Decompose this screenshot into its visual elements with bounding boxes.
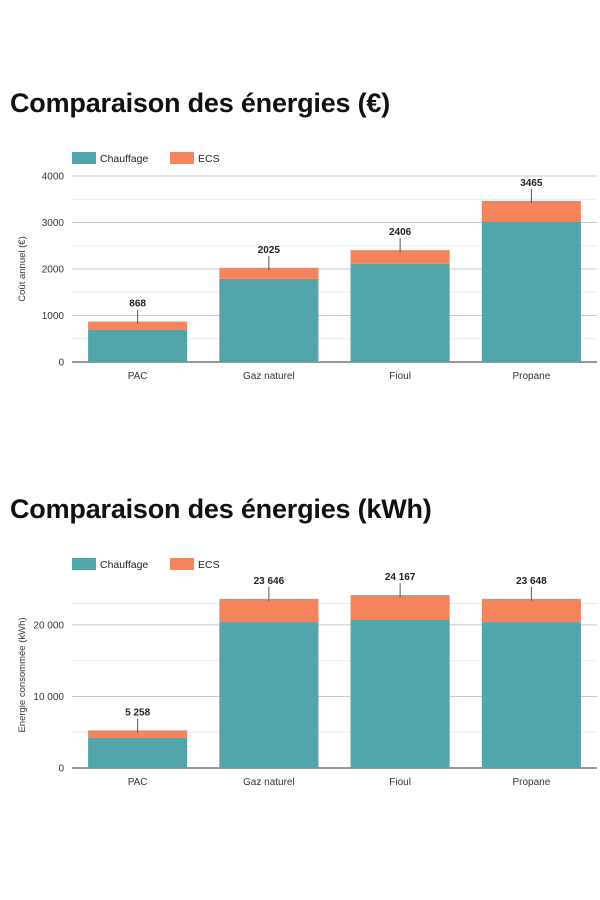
x-tick-label: Gaz naturel bbox=[243, 371, 295, 382]
y-tick-label: 20 000 bbox=[33, 620, 64, 631]
bar-chauffage bbox=[88, 738, 187, 768]
x-tick-label: Fioul bbox=[389, 371, 411, 382]
y-axis-title: Coût annuel (€) bbox=[17, 236, 28, 301]
total-label: 868 bbox=[129, 299, 146, 310]
y-tick-label: 1000 bbox=[42, 311, 65, 322]
total-label: 2025 bbox=[258, 245, 281, 256]
y-tick-label: 4000 bbox=[42, 172, 65, 183]
bar-chauffage bbox=[482, 222, 581, 362]
chart-title-energy: Comparaison des énergies (kWh) bbox=[10, 494, 432, 525]
x-tick-label: Fioul bbox=[389, 777, 411, 788]
y-tick-label: 0 bbox=[58, 764, 64, 775]
legend-item: ECS bbox=[170, 558, 220, 571]
legend-item: Chauffage bbox=[72, 558, 148, 571]
legend: Chauffage ECS bbox=[72, 558, 220, 571]
legend-swatch bbox=[72, 558, 96, 570]
bar-chauffage bbox=[219, 279, 318, 362]
bar-chauffage bbox=[219, 622, 318, 768]
y-tick-label: 0 bbox=[58, 358, 64, 369]
x-tick-label: PAC bbox=[128, 371, 148, 382]
legend-label: Chauffage bbox=[100, 153, 148, 165]
x-tick-label: Propane bbox=[512, 371, 550, 382]
total-label: 24 167 bbox=[385, 572, 416, 583]
bar-ecs bbox=[351, 250, 450, 264]
legend-label: ECS bbox=[198, 153, 220, 165]
total-label: 3465 bbox=[520, 178, 543, 189]
y-axis-title: Energie consommée (kWh) bbox=[17, 617, 28, 732]
legend-label: ECS bbox=[198, 559, 220, 571]
x-tick-label: Propane bbox=[512, 777, 550, 788]
legend: Chauffage ECS bbox=[72, 152, 220, 165]
y-tick-label: 3000 bbox=[42, 218, 65, 229]
bar-ecs bbox=[351, 595, 450, 619]
total-label: 2406 bbox=[389, 227, 412, 238]
energy-chart: Chauffage ECS 0 10 000 20 000 Energie consomm… bbox=[0, 546, 600, 806]
legend-item: ECS bbox=[170, 152, 220, 165]
chart-title-cost: Comparaison des énergies (€) bbox=[10, 88, 390, 119]
total-label: 23 648 bbox=[516, 576, 547, 587]
bar-ecs bbox=[482, 599, 581, 622]
x-tick-label: PAC bbox=[128, 777, 148, 788]
legend-swatch bbox=[170, 152, 194, 164]
cost-chart: Chauffage ECS 0 1000 2000 3000 4000 Coût annuel… bbox=[0, 140, 600, 400]
y-tick-label: 10 000 bbox=[33, 692, 64, 703]
legend-swatch bbox=[72, 152, 96, 164]
y-tick-label: 2000 bbox=[42, 265, 65, 276]
bar-ecs bbox=[219, 599, 318, 622]
bar-chauffage bbox=[351, 264, 450, 362]
legend-item: Chauffage bbox=[72, 152, 148, 165]
legend-swatch bbox=[170, 558, 194, 570]
total-label: 23 646 bbox=[254, 576, 285, 587]
bar-ecs bbox=[482, 201, 581, 222]
total-label: 5 258 bbox=[125, 707, 150, 718]
bar-chauffage bbox=[351, 619, 450, 768]
legend-label: Chauffage bbox=[100, 559, 148, 571]
bar-chauffage bbox=[88, 330, 187, 362]
x-tick-label: Gaz naturel bbox=[243, 777, 295, 788]
bar-chauffage bbox=[482, 622, 581, 768]
